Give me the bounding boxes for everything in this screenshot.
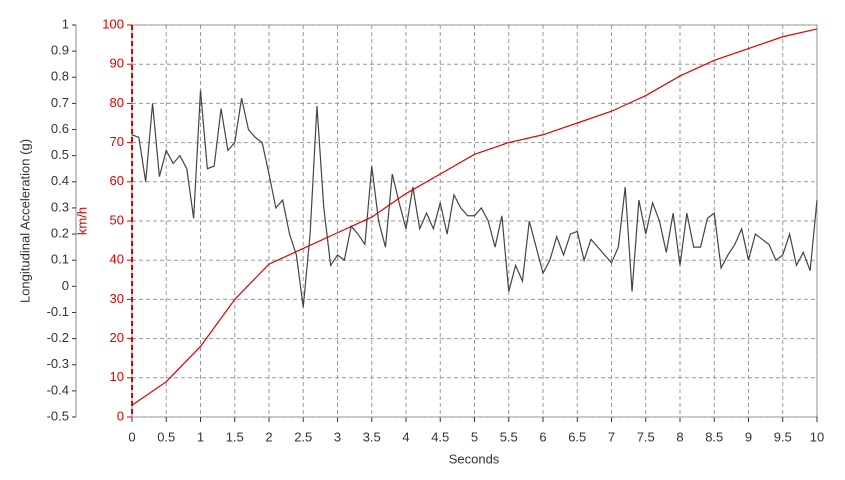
y-tick-label: 0.2 — [51, 226, 69, 241]
y2-tick-label: 90 — [110, 56, 124, 71]
data-line — [131, 28, 818, 406]
x-tick-label: 6 — [539, 429, 546, 444]
x-tick-label: 2 — [265, 429, 272, 444]
y-tick-label: 0.9 — [51, 43, 69, 58]
x-tick-label: 0.5 — [157, 429, 175, 444]
y-tick-label: -0.1 — [47, 304, 69, 319]
x-tick-label: 7.5 — [637, 429, 655, 444]
y2-tick-label: 80 — [110, 95, 124, 110]
y2-tick-label: 40 — [110, 252, 124, 267]
y-tick-label: -0.4 — [47, 382, 69, 397]
x-tick-label: 0 — [128, 429, 135, 444]
x-tick-label: 5 — [471, 429, 478, 444]
y2-tick-label: 20 — [110, 330, 124, 345]
y-tick-label: 0.7 — [51, 95, 69, 110]
x-tick-label: 8 — [676, 429, 683, 444]
y2-tick-label: 10 — [110, 369, 124, 384]
y-tick-label: 0.8 — [51, 69, 69, 84]
y-tick-label: -0.5 — [47, 408, 69, 423]
y2-tick-label: 100 — [102, 16, 124, 31]
x-tick-label: 5.5 — [500, 429, 518, 444]
y-tick-label: 1 — [62, 16, 69, 31]
x-tick-label: 3 — [334, 429, 341, 444]
y2-tick-label: 0 — [117, 408, 124, 423]
x-axis-label: Seconds — [449, 451, 500, 466]
y-tick-label: 0 — [62, 278, 69, 293]
x-tick-label: 8.5 — [705, 429, 723, 444]
y-axis-label: Longitudinal Acceleration (g) — [17, 139, 32, 303]
x-tick-label: 7 — [608, 429, 615, 444]
x-tick-label: 3.5 — [363, 429, 381, 444]
y2-tick-label: 60 — [110, 173, 124, 188]
x-tick-label: 4.5 — [431, 429, 449, 444]
x-tick-label: 1 — [197, 429, 204, 444]
y-tick-label: -0.3 — [47, 356, 69, 371]
y2-axis-label: km/h — [74, 207, 89, 235]
y2-tick-label: 70 — [110, 134, 124, 149]
x-tick-label: 9.5 — [774, 429, 792, 444]
y-tick-label: 0.3 — [51, 199, 69, 214]
data-line — [131, 90, 818, 308]
y2-tick-label: 50 — [110, 212, 124, 227]
x-tick-label: 9 — [745, 429, 752, 444]
y-tick-label: 0.4 — [51, 173, 69, 188]
x-tick-label: 10 — [810, 429, 824, 444]
y-tick-label: -0.2 — [47, 330, 69, 345]
x-tick-label: 2.5 — [294, 429, 312, 444]
y-tick-label: 0.6 — [51, 121, 69, 136]
x-tick-label: 4 — [402, 429, 409, 444]
y2-tick-label: 30 — [110, 291, 124, 306]
y-tick-label: 0.1 — [51, 252, 69, 267]
x-tick-label: 6.5 — [568, 429, 586, 444]
x-tick-label: 1.5 — [226, 429, 244, 444]
y-tick-label: 0.5 — [51, 147, 69, 162]
